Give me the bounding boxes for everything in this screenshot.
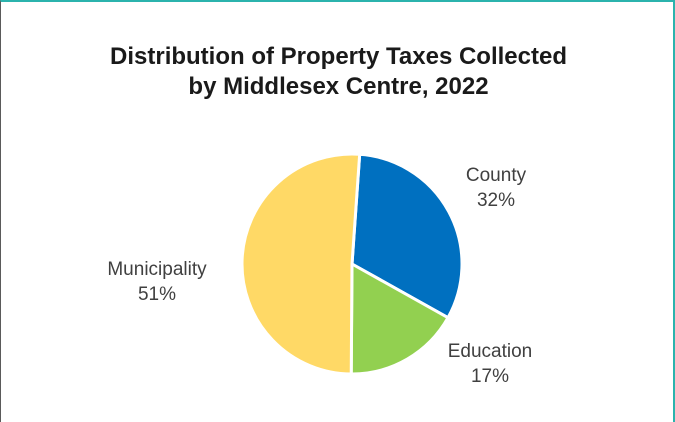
pie-slice-education xyxy=(349,262,450,376)
chart-title-line-2: by Middlesex Centre, 2022 xyxy=(188,73,489,100)
pie-slice-municipality xyxy=(240,152,362,376)
label-municipality-name: Municipality xyxy=(107,259,207,280)
pie-slices xyxy=(240,152,464,376)
label-county-name: County xyxy=(466,165,527,186)
data-label-county: County 32% xyxy=(466,165,527,211)
pie-slice-county xyxy=(350,152,464,320)
chart-title-line-1: Distribution of Property Taxes Collected xyxy=(110,43,567,70)
label-county-value: 32% xyxy=(477,190,515,211)
label-education-name: Education xyxy=(448,341,533,362)
label-education-value: 17% xyxy=(471,366,509,387)
label-municipality-value: 51% xyxy=(138,284,176,305)
data-label-municipality: Municipality 51% xyxy=(107,259,207,305)
data-label-education: Education 17% xyxy=(448,341,533,387)
